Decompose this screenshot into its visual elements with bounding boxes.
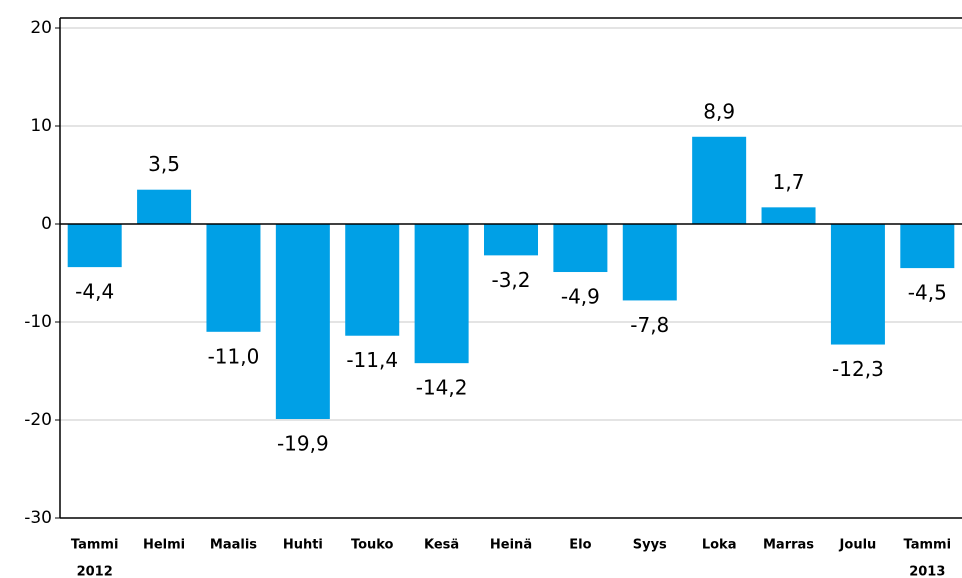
value-label: -19,9: [277, 432, 329, 456]
value-label: 3,5: [148, 152, 180, 176]
x-tick-label: Tammi: [71, 538, 119, 553]
bar: [414, 224, 469, 364]
bar: [206, 224, 261, 332]
value-label: -4,5: [908, 281, 947, 305]
y-tick-label: 20: [30, 18, 52, 38]
y-tick-label: -10: [24, 312, 52, 332]
value-label: -14,2: [416, 376, 468, 400]
x-tick-label: Joulu: [839, 538, 877, 553]
x-sublabel: 2013: [909, 565, 945, 578]
bar: [484, 224, 538, 256]
y-tick-label: 0: [41, 214, 52, 234]
value-label: -7,8: [630, 313, 669, 337]
x-tick-label: Touko: [351, 538, 394, 553]
x-tick-label: Huhti: [283, 538, 323, 553]
bar: [553, 224, 608, 273]
x-tick-label: Kesä: [424, 538, 459, 553]
y-tick-label: 10: [30, 116, 52, 136]
value-label: -11,4: [346, 348, 398, 372]
value-label: 1,7: [773, 170, 805, 194]
x-tick-label: Helmi: [143, 538, 185, 553]
value-label: 8,9: [703, 99, 735, 123]
bar: [692, 136, 747, 224]
x-sublabel: 2012: [77, 565, 113, 578]
x-tick-label: Marras: [763, 538, 814, 553]
x-tick-label: Tammi: [904, 538, 952, 553]
bar: [275, 224, 330, 420]
x-tick-label: Syys: [633, 538, 667, 553]
bar: [67, 224, 122, 268]
x-tick-label: Elo: [569, 538, 591, 553]
value-label: -4,9: [561, 285, 600, 309]
bar: [830, 224, 885, 345]
bar: [345, 224, 400, 336]
value-label: -11,0: [208, 344, 260, 368]
x-tick-label: Heinä: [490, 538, 532, 553]
y-tick-label: -20: [24, 410, 52, 430]
y-tick-label: -30: [24, 508, 52, 528]
value-label: -12,3: [832, 357, 884, 381]
value-label: -3,2: [491, 268, 530, 292]
bar: [900, 224, 955, 269]
bar: [622, 224, 677, 301]
x-tick-label: Maalis: [210, 538, 257, 553]
value-label: -4,4: [75, 280, 114, 304]
x-tick-label: Loka: [702, 538, 737, 553]
bar: [137, 189, 192, 224]
bar: [761, 207, 816, 224]
